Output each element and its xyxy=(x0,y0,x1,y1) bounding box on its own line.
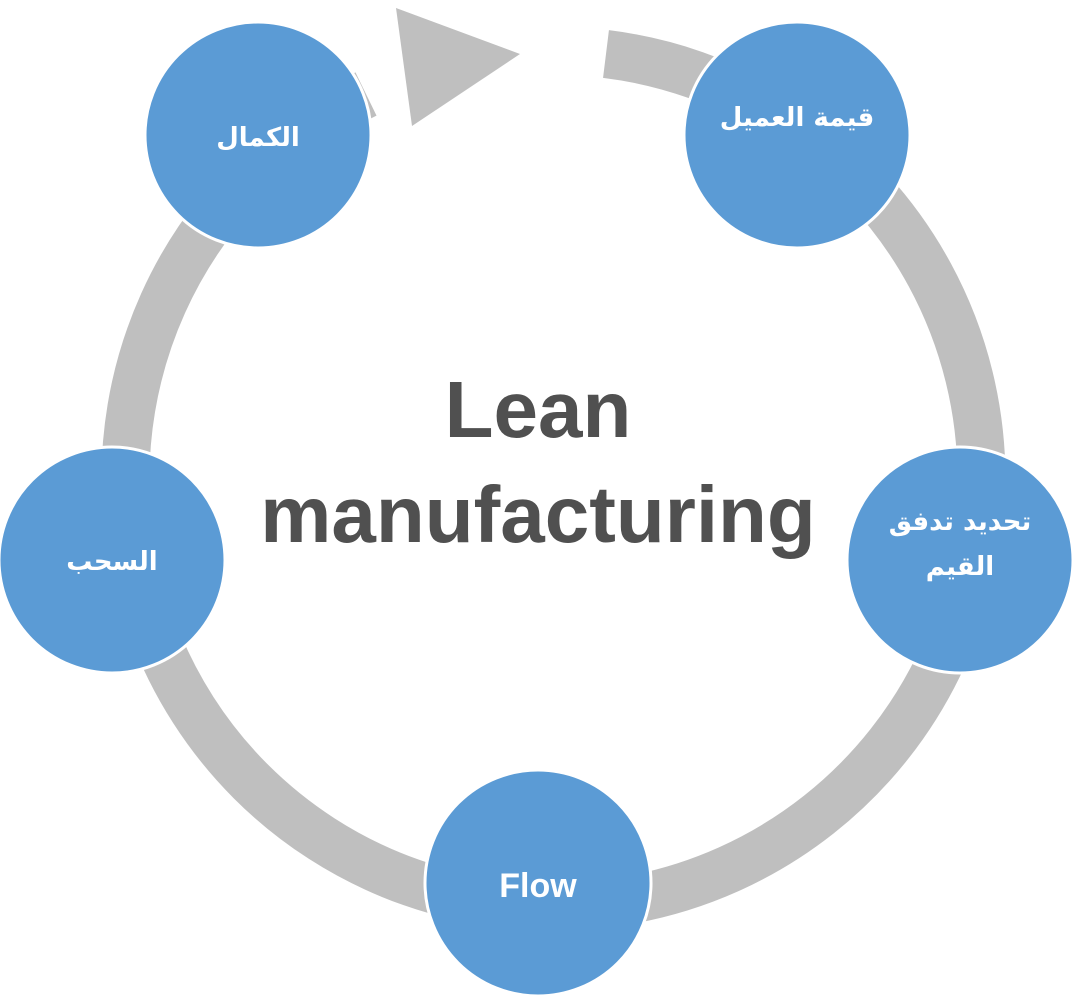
cycle-arrowhead xyxy=(396,8,520,126)
cycle-node-customer-value: قيمة العميل xyxy=(682,20,912,250)
node-label-flow: Flow xyxy=(499,867,577,905)
node-label-customer-value: قيمة العميل xyxy=(720,103,875,133)
cycle-node-pull: السحب xyxy=(0,445,227,675)
node-label-perfection: الكمال xyxy=(216,123,300,153)
center-title-line-1: Lean xyxy=(445,365,632,454)
cycle-node-perfection: الكمال xyxy=(143,20,373,250)
center-title-line-2: manufacturing xyxy=(260,470,816,559)
node-label-value-stream-line-2: القيم xyxy=(926,552,994,582)
cycle-node-value-stream: تحديد تدفق القيم xyxy=(845,445,1072,675)
node-label-value-stream-line-1: تحديد تدفق xyxy=(889,507,1032,537)
cycle-node-flow: Flow xyxy=(423,768,653,995)
node-label-pull: السحب xyxy=(66,547,157,577)
